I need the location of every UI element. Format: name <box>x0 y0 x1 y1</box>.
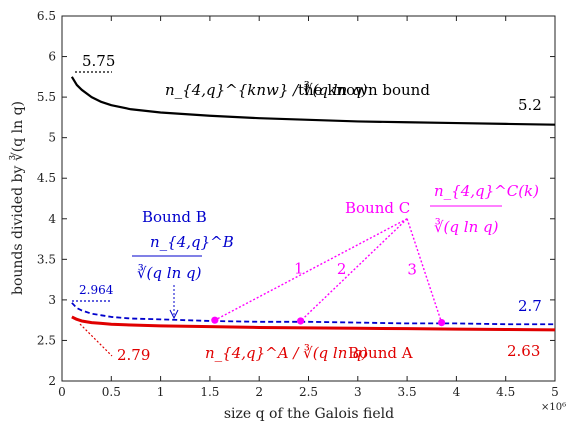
plot-frame <box>61 15 556 382</box>
y-axis-label: bounds divided by ∛(q ln q) <box>9 101 26 295</box>
bound-c-denominator: ∛(q ln q) <box>434 218 499 236</box>
bound-c-point <box>297 317 305 325</box>
x-axis-label: size q of the Galois field <box>224 406 394 422</box>
y-tick-label: 5 <box>48 131 56 145</box>
bound-b-arrowhead <box>169 309 179 320</box>
bound-b-numerator: n_{4,q}^B <box>150 233 234 251</box>
y-tick-label: 2 <box>48 374 56 388</box>
x-tick-label: 5 <box>551 385 559 399</box>
y-tick-label: 3.5 <box>37 252 56 266</box>
series-line-B <box>71 302 555 326</box>
x-tick-label: 3 <box>354 385 362 399</box>
bound-c-leader <box>214 218 408 321</box>
b-end-label: 2.7 <box>518 297 542 315</box>
bound-c-point <box>211 316 219 324</box>
known-start-label: 5.75 <box>82 52 115 70</box>
known-end-label: 5.2 <box>518 96 542 114</box>
x-tick-label: 4.5 <box>496 385 515 399</box>
series-layer <box>70 76 556 332</box>
a-start-leader <box>79 323 113 357</box>
y-tick-label: 2.5 <box>37 333 56 347</box>
x-tick-label: 2 <box>255 385 263 399</box>
x-tick-label: 0 <box>58 385 66 399</box>
a-formula: n_{4,q}^A / ∛(q ln q) <box>205 344 368 362</box>
x-tick-label: 4 <box>453 385 461 399</box>
known-text: the known bound <box>298 81 430 99</box>
x-axis-exponent: ×10⁶ <box>541 402 566 413</box>
bound-b-label: Bound B <box>142 208 207 226</box>
known-formula: n_{4,q}^{knw} / ∛(q ln q) <box>165 81 368 99</box>
y-tick-label: 3 <box>48 293 56 307</box>
bound-c-numerator: n_{4,q}^C(k) <box>434 182 539 200</box>
x-tick-label: 1 <box>157 385 165 399</box>
bound-b-denominator: ∛(q ln q) <box>137 264 202 282</box>
x-tick-label: 3.5 <box>398 385 417 399</box>
x-tick-label: 2.5 <box>299 385 318 399</box>
bound-a-label: Bound A <box>348 344 413 362</box>
y-tick-label: 4.5 <box>37 171 56 185</box>
y-tick-label: 4 <box>48 212 56 226</box>
y-tick-label: 6.5 <box>37 9 56 23</box>
a-start-label: 2.79 <box>117 346 150 364</box>
bound-c-point-label: 3 <box>407 261 417 279</box>
bound-c-leader <box>300 218 408 322</box>
b-start-label: 2.964 <box>79 283 114 297</box>
bound-c-point-label: 1 <box>294 259 304 277</box>
series-line-known <box>70 76 556 126</box>
y-tick-label: 6 <box>48 50 56 64</box>
bound-c-point-label: 2 <box>337 260 347 278</box>
bound-c-point <box>438 319 446 327</box>
series-line-A <box>71 315 556 332</box>
x-tick-label: 1.5 <box>200 385 219 399</box>
y-tick-label: 5.5 <box>37 90 56 104</box>
bound-c-layer: 1 2 3 <box>211 218 446 327</box>
a-end-label: 2.63 <box>507 342 540 360</box>
x-tick-label: 0.5 <box>102 385 121 399</box>
bound-c-label: Bound C <box>345 199 410 217</box>
y-axis: 2 2.5 3 3.5 4 4.5 5 5.5 6 6.5 <box>37 9 555 388</box>
x-axis: 0 0.5 1 1.5 2 2.5 3 3.5 4 4.5 5 <box>58 16 559 399</box>
